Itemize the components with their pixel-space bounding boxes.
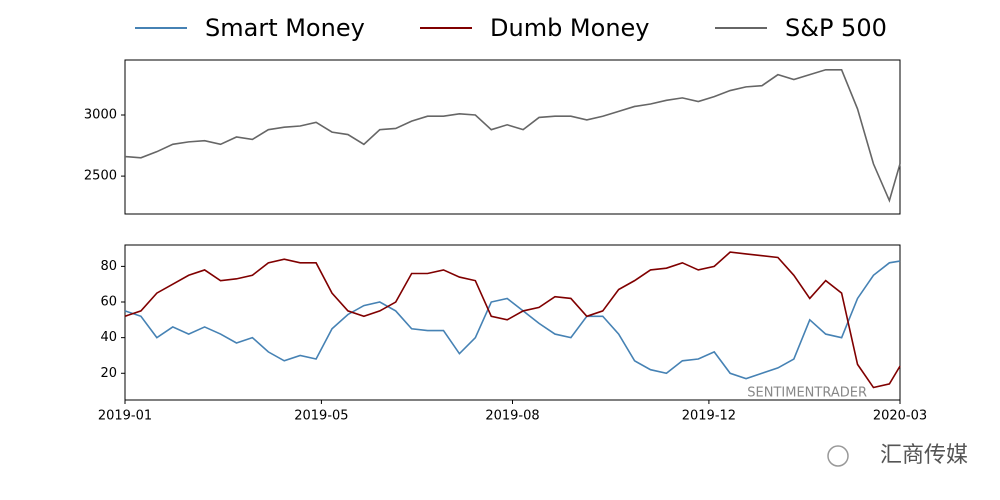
x-tick-label: 2020-03 [873,409,927,424]
y-tick-label: 3000 [84,108,117,123]
legend-label: S&P 500 [785,14,887,42]
x-tick-label: 2019-01 [98,409,152,424]
line-series [124,260,901,380]
line-series [124,68,901,203]
x-tick-label: 2019-08 [485,409,539,424]
logo: 汇商传媒 [880,443,968,468]
bottom-frame [124,244,901,401]
y-tick-label: 2500 [84,169,117,184]
logo-icon [827,445,849,467]
line-series [124,251,901,389]
legend-label: Smart Money [205,14,365,42]
watermark: SENTIMENTRADER [747,386,867,401]
y-tick-label: 80 [100,259,117,274]
top-frame [124,59,901,215]
x-tick-label: 2019-05 [294,409,348,424]
y-tick-label: 20 [100,366,117,381]
x-tick-label: 2019-12 [682,409,736,424]
legend-label: Dumb Money [490,14,650,42]
y-tick-label: 60 [100,295,117,310]
y-tick-label: 40 [100,330,117,345]
